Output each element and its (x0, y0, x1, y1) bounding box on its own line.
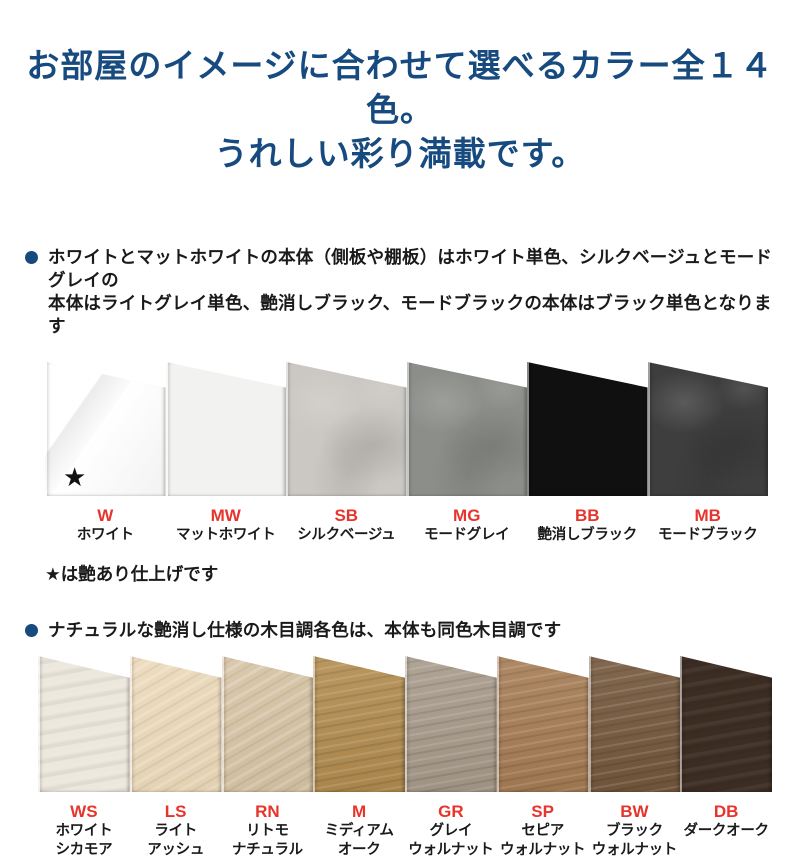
color-code: MW (210, 506, 241, 525)
color-sample-m (313, 656, 405, 792)
solid-colors-note-text: ホワイトとマットホワイトの本体（側板や棚板）はホワイト単色、シルクベージュとモー… (48, 247, 773, 336)
color-name: リトモ ナチュラル (231, 823, 303, 858)
swatch-sb: SB シルクベージュ (286, 362, 407, 545)
swatch-mw: MW マットホワイト (165, 362, 286, 545)
color-code: M (352, 802, 367, 821)
swatch-gr: GR グレイ ウォルナット (405, 656, 497, 860)
color-name: シルクベージュ (297, 527, 396, 543)
color-code: RN (255, 802, 280, 821)
bullet-circle-icon (25, 624, 38, 637)
gloss-star-icon: ★ (63, 462, 87, 492)
color-name: セピア ウォルナット (500, 823, 586, 858)
color-name: グレイ ウォルナット (408, 823, 494, 858)
color-code: SB (334, 506, 359, 525)
color-chart-page: お部屋のイメージに合わせて選べるカラー全１４色。 うれしい彩り満載です。 ホワイ… (0, 44, 800, 858)
color-name: 艶消しブラック (537, 527, 638, 543)
color-code: DB (713, 802, 739, 821)
solid-colors-note: ホワイトとマットホワイトの本体（側板や棚板）はホワイト単色、シルクベージュとモー… (25, 246, 775, 338)
color-name: マットホワイト (176, 527, 276, 543)
color-code: GR (438, 802, 464, 821)
color-code: W (97, 506, 114, 525)
swatch-m: M ミディアム オーク (313, 656, 405, 860)
color-code: MG (453, 506, 481, 525)
color-sample-sp (496, 656, 589, 792)
wood-colors-note: ナチュラルな艶消し仕様の木目調各色は、本体も同色木目調です (25, 619, 775, 642)
color-code: BB (574, 506, 600, 525)
color-sample-bb (527, 362, 648, 496)
color-sample-mb (647, 362, 768, 496)
swatch-db: DB ダークオーク (680, 656, 772, 841)
color-sample-mg (406, 362, 527, 496)
color-code: SP (531, 802, 554, 821)
gloss-finish-note: ★は艶あり仕上げです (45, 564, 219, 584)
color-name: ミディアム オーク (324, 823, 394, 858)
solid-swatch-row: ★ W ホワイト MW マットホワイト SB シルクベージュ MG モードグレイ… (45, 362, 768, 545)
swatch-bw: BW ブラック ウォルナット (588, 656, 681, 860)
color-name: モードグレイ (424, 527, 510, 543)
color-sample-sb (286, 362, 407, 496)
color-sample-ls (129, 656, 222, 792)
color-sample-ws (38, 656, 130, 792)
swatch-sp: SP セピア ウォルナット (496, 656, 589, 860)
swatch-ws: WS ホワイト シカモア (38, 656, 130, 860)
swatch-ls: LS ライト アッシュ (129, 656, 222, 860)
wood-colors-note-text: ナチュラルな艶消し仕様の木目調各色は、本体も同色木目調です (48, 620, 562, 640)
color-sample-bw (588, 656, 681, 792)
color-name: ブラック ウォルナット (591, 823, 678, 858)
color-sample-w: ★ (45, 362, 166, 496)
swatch-mg: MG モードグレイ (406, 362, 527, 545)
color-name: ホワイト (76, 527, 134, 543)
page-title: お部屋のイメージに合わせて選べるカラー全１４色。 うれしい彩り満載です。 (0, 44, 800, 176)
color-name: ライト アッシュ (147, 823, 205, 858)
swatch-w: ★ W ホワイト (45, 362, 166, 545)
bullet-circle-icon (25, 251, 38, 264)
page-title-line2: うれしい彩り満載です。 (214, 135, 586, 172)
color-sample-db (680, 656, 772, 792)
swatch-bb: BB 艶消しブラック (527, 362, 648, 545)
color-name: モードブラック (658, 527, 758, 543)
wood-swatch-row: WS ホワイト シカモア LS ライト アッシュ RN リトモ ナチュラル M … (38, 656, 772, 860)
color-sample-gr (405, 656, 497, 792)
color-code: MB (694, 506, 721, 525)
color-code: BW (620, 802, 649, 821)
color-code: LS (164, 802, 187, 821)
color-name: ホワイト シカモア (55, 823, 113, 858)
color-name: ダークオーク (683, 823, 770, 839)
color-sample-mw (165, 362, 286, 496)
swatch-mb: MB モードブラック (647, 362, 768, 545)
swatch-rn: RN リトモ ナチュラル (221, 656, 314, 860)
color-sample-rn (221, 656, 314, 792)
page-title-line1: お部屋のイメージに合わせて選べるカラー全１４色。 (26, 47, 774, 128)
color-code: WS (70, 802, 98, 821)
